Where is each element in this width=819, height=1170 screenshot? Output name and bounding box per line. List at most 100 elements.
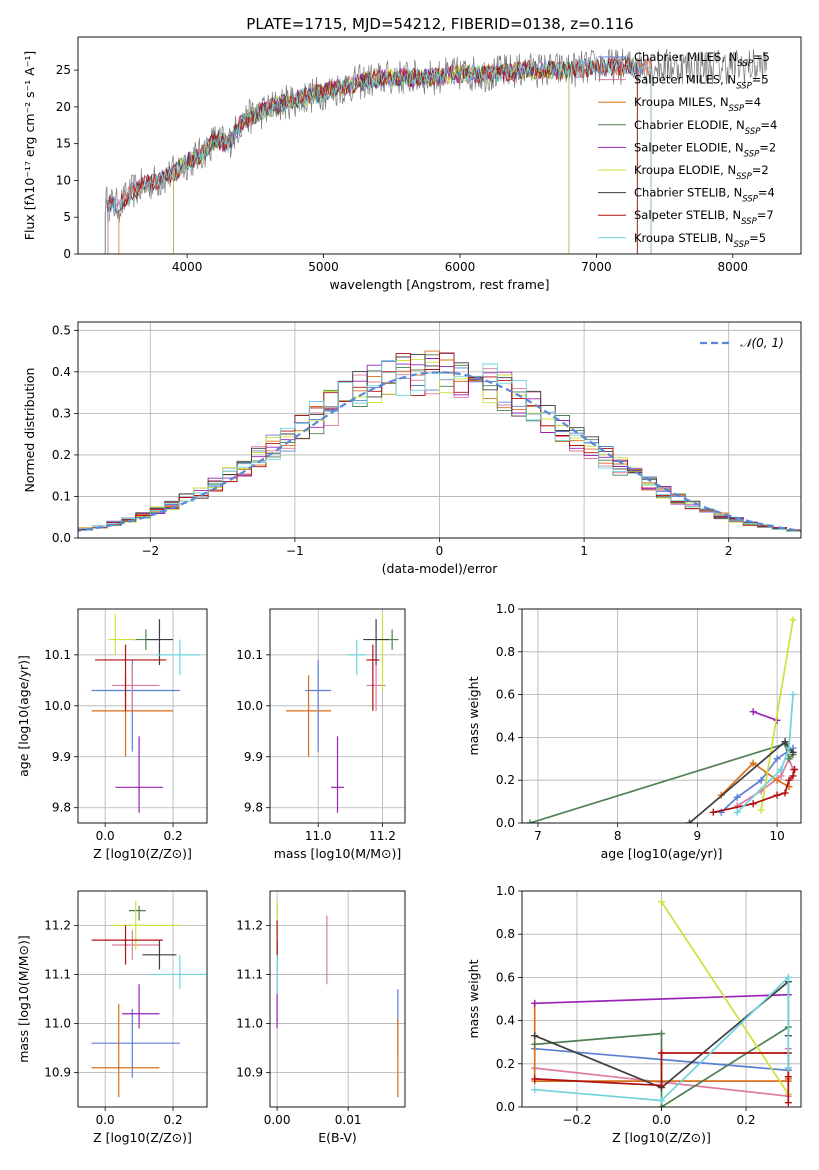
x-tick-label: 5000 [308,260,339,274]
mass-weight-marker-salpeter_elodie [531,999,539,1007]
mass-weight-line-salpeter_stelib [534,1052,790,1103]
axes-frame [521,608,802,824]
age-vs-mass-panel: 11.0 11.2 9.8 9.9 10.0 10.1 mass [log10(M/M⊙)] [236,608,406,861]
x-tick-label: 0.0 [652,1113,671,1127]
mass-weight-marker-salpeter_stelib [709,808,717,816]
age-vs-metallicity-panel: 0.0 0.2 9.8 9.9 10.0 10.1 Z [log10(Z/Z⊙)] age [… [16,608,208,861]
axes-frame [269,608,406,824]
mass-weight-marker-kroupa_elodie [757,806,765,814]
plot-area [286,614,399,813]
mass-weight-marker-chabrier_stelib [781,738,789,746]
model-spectrum-kroupa_elodie [173,59,570,254]
mass-weight-marker-chabrier_miles [773,755,781,763]
y-tick-label: 10.9 [44,1066,71,1080]
mass-weight-marker-kroupa_stelib [777,766,785,773]
mass-vs-metallicity-panel: 0.0 0.2 10.9 11.0 11.1 11.2 Z [log10(Z/Z⊙)] mas… [16,890,208,1145]
plot-area [526,616,799,823]
mass-weight-marker-chabrier_stelib [789,748,797,756]
mass-weight-marker-salpeter_stelib [658,1081,665,1089]
x-axis-label: age [log10(age/yr)] [601,846,723,861]
x-tick-label: −1 [286,544,304,558]
y-tick-label: 9.8 [244,801,263,815]
mass-weight-marker-salpeter_stelib [658,1049,665,1057]
spectrum-panel: 4000 5000 6000 7000 8000 0 5 10 15 20 25 wavelength… [22,36,802,292]
mass-weight-line-chabrier_stelib [688,740,794,823]
mass-weight-line-kroupa_elodie [760,619,794,811]
mass-weight-marker-salpeter_stelib [781,789,789,797]
y-axis-label: mass [log10(M/M⊙)] [16,935,31,1063]
mass-weight-marker-chabrier_stelib [531,1032,539,1040]
y-tick-label: 25 [56,63,71,77]
mass-vs-extinction-panel: 0.00 0.01 10.9 11.0 11.1 11.2 E(B-V) [236,890,406,1145]
legend-entry: Kroupa STELIB, NSSP=5 [634,231,766,250]
mass-weight-marker-kroupa_miles [773,776,781,784]
mass-weight-marker-chabrier_stelib [685,819,693,823]
axes-frame [521,890,802,1108]
y-tick-label: 1.0 [496,884,515,898]
axes-frame [269,890,406,1108]
y-tick-label: 0.6 [496,688,515,702]
y-tick-label: 20 [56,100,71,114]
axes-frame [77,321,802,539]
y-tick-label: 0.0 [496,816,515,830]
mass-weight-marker-kroupa_miles [749,759,757,767]
x-tick-label: 2 [725,544,733,558]
legend-entry: Salpeter ELODIE, NSSP=2 [634,140,776,159]
mass-weight-marker-kroupa_stelib [784,1064,792,1072]
mass-weight-marker-kroupa_elodie [658,898,665,906]
y-axis-label: Flux [fλ10⁻¹⁷ erg cm⁻² s⁻¹ A⁻¹] [22,51,37,240]
mass-weight-marker-chabrier_miles [757,776,765,784]
model-spectrum-salpeter_elodie [173,60,570,254]
x-axis-label: Z [log10(Z/Z⊙)] [612,1130,711,1145]
mass-weight-marker-salpeter_miles [777,772,785,780]
x-axis-label: (data-model)/error [382,561,499,576]
mass-weight-marker-chabrier_elodie [526,819,534,823]
x-tick-label: 0.0 [96,1113,115,1127]
x-tick-label: 4000 [172,260,203,274]
mass-weight-marker-kroupa_stelib [785,744,793,752]
y-tick-label: 0.8 [496,927,515,941]
mass-weight-line-kroupa_stelib [736,694,794,813]
axes-frame [77,36,802,255]
y-tick-label: 10 [56,173,71,187]
mass-weight-marker-salpeter_stelib [773,791,781,799]
model-spectrum-salpeter_stelib [104,56,638,254]
model-spectrum-chabrier_stelib [104,56,638,254]
y-tick-label: 0.4 [496,1014,515,1028]
mass-weight-line-salpeter_elodie [534,993,789,1005]
x-tick-label: 1 [580,544,588,558]
y-tick-label: 0.6 [496,970,515,984]
y-tick-label: 0.0 [496,1100,515,1114]
legend-entry: Salpeter MILES, NSSP=5 [634,73,769,92]
x-tick-label: 8000 [718,260,749,274]
y-tick-label: 11.1 [236,967,263,981]
y-tick-label: 9.8 [52,801,71,815]
y-tick-label: 0.8 [496,645,515,659]
x-axis-label: Z [log10(Z/Z⊙)] [93,1130,192,1145]
x-tick-label: 0 [436,544,444,558]
y-axis-label: Normed distribution [22,368,37,493]
y-tick-label: 1.0 [496,602,515,616]
chart-title: PLATE=1715, MJD=54212, FIBERID=0138, z=0… [246,15,633,33]
y-tick-label: 11.0 [236,1017,263,1031]
y-tick-label: 0.4 [52,365,71,379]
mass-weight-marker-kroupa_stelib [531,1086,539,1094]
y-tick-label: 0.1 [52,489,71,503]
y-tick-label: 0.4 [496,730,515,744]
mass-weight-vs-age-panel: 7 8 9 10 0.0 0.2 0.4 0.6 0.8 1.0 age [log10(age/yr… [466,602,802,861]
y-axis-label: mass weight [466,959,481,1038]
plot-area [91,900,207,1098]
mass-weight-marker-salpeter_stelib [784,1073,792,1081]
legend-entry: Chabrier MILES, NSSP=5 [634,50,770,69]
y-tick-label: 10.0 [44,699,71,713]
mass-weight-line-salpeter_elodie [752,710,778,722]
legend-entry: Salpeter STELIB, NSSP=7 [634,208,774,227]
mass-weight-marker-salpeter_stelib [785,776,793,784]
mass-weight-marker-salpeter_elodie [749,708,757,716]
y-tick-label: 9.9 [52,750,71,764]
x-axis-label: Z [log10(Z/Z⊙)] [93,846,192,861]
model-spectrum-chabrier_elodie [173,60,570,254]
y-tick-label: 11.2 [44,918,71,932]
plot-area [276,900,399,1098]
